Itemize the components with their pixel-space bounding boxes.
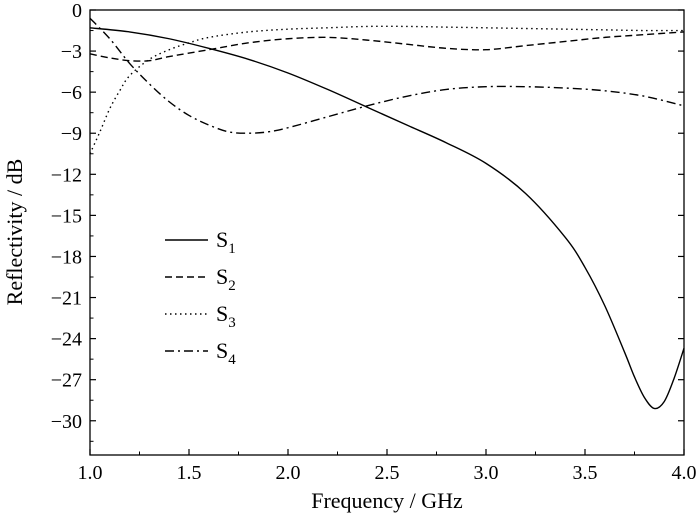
legend-label-name: S	[216, 301, 228, 326]
legend-label-s2: S2	[216, 264, 236, 294]
legend-label-subscript: 1	[228, 241, 236, 257]
y-tick-label: −15	[51, 205, 82, 227]
y-tick-label: −3	[61, 41, 82, 63]
legend-label-subscript: 2	[228, 278, 236, 294]
x-tick-label: 4.0	[672, 462, 697, 484]
x-tick-label: 2.5	[375, 462, 400, 484]
legend-label-s4: S4	[216, 338, 236, 368]
y-tick-label: 0	[72, 0, 82, 22]
plot-frame	[89, 9, 685, 456]
legend-label-s1: S1	[216, 227, 236, 257]
x-tick-label: 2.0	[276, 462, 301, 484]
legend-label-s3: S3	[216, 301, 236, 331]
legend-label-subscript: 3	[228, 315, 236, 331]
plot-marks	[89, 17, 685, 410]
series-line-s1	[89, 27, 685, 410]
legend-label-name: S	[216, 227, 228, 252]
x-tick-label: 1.5	[177, 462, 202, 484]
y-tick-label: −6	[61, 82, 82, 104]
axis-ticks: 1.0 1.5 2.0 2.5 3.0 3.5 4.0 0 −3 −6 −9 −12 −15 −18 −21…	[51, 0, 697, 484]
y-tick-label: −18	[51, 246, 82, 268]
y-tick-label: −24	[51, 329, 82, 351]
y-axis-label: Reflectivity / dB	[2, 159, 27, 306]
y-tick-label: −21	[51, 288, 82, 310]
legend-label-subscript: 4	[228, 352, 236, 368]
legend-label-name: S	[216, 338, 228, 363]
y-tick-label: −27	[51, 370, 82, 392]
x-axis-label: Frequency / GHz	[311, 488, 463, 513]
y-tick-label: −30	[51, 411, 82, 433]
x-tick-label: 3.5	[573, 462, 598, 484]
x-tick-label: 1.0	[78, 462, 103, 484]
x-tick-label: 3.0	[474, 462, 499, 484]
y-tick-label: −12	[51, 164, 82, 186]
y-tick-label: −9	[61, 123, 82, 145]
legend-label-name: S	[216, 264, 228, 289]
series-line-s4	[89, 17, 685, 134]
